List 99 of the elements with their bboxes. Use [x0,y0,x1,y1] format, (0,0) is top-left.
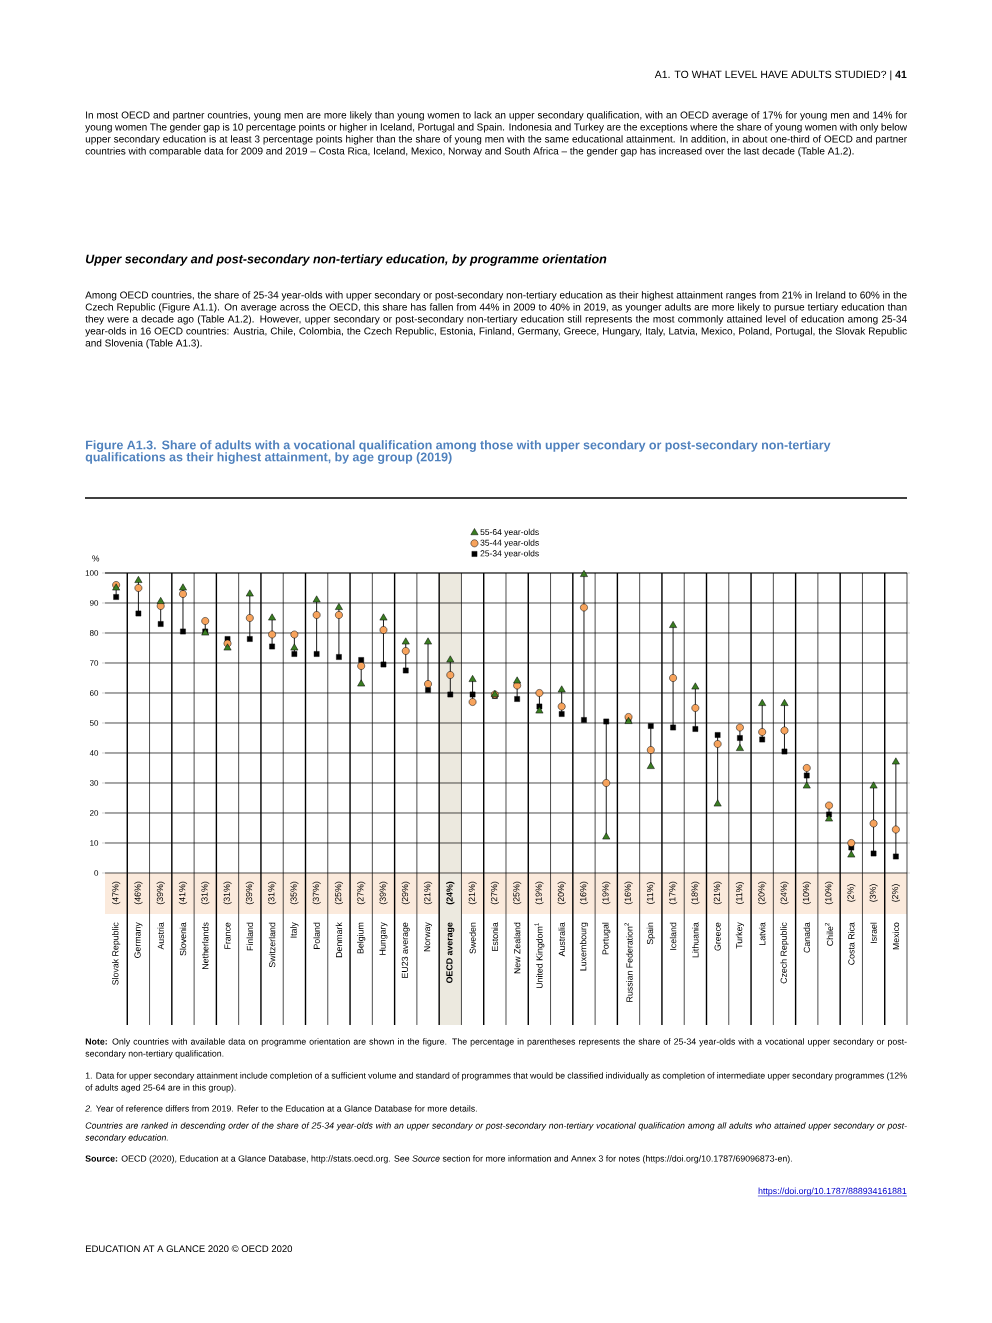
text: (46%) [134,881,143,905]
x-tick-label: Luxembourg [579,922,589,971]
text: (21%) [423,881,433,905]
text: (27%) [357,881,366,905]
text: (10%) [802,881,811,905]
x-tick-label: Israel [870,922,877,943]
x-tick-label: Russian Federation$^{2}$ [624,923,633,1002]
x-tick-label: Denmark [335,922,343,958]
text: (29%) [401,881,410,905]
text: (39%) [245,881,254,905]
text: (2%) [891,884,900,902]
text: Source: OECD (2020), Education at a Glance Database, http://stats.oecd.org. See Source section for more information and Annex 3 for notes (https://doi.org/10.1787/69096873-en). [85,1155,792,1164]
text: Note: Only countries with available data on programme orientation are shown in the figure. The percentage in parentheses represents the share of 25-34 year-olds with a vocational upper secondary or post-secondary non-tertiary qualification. [85,1038,907,1059]
x-tick-label: Estonia [491,922,499,951]
text: In most OECD and partner countries, young men are more likely than young women to lack an upper secondary qualification, with an OECD average of 17% for young men and 14% for young women The gender gap is 10 percentage points or higher in Iceland, Portugal and Spain. Indonesia and Turkey are the exceptions where the share of young women with only below upper secondary education is at least 3 percentage points higher than the share of young men with the same educational attainment. In addition, in about one-third of OECD and partner countries with comparable data for 2009 and 2019 – Costa Rica, Iceland, Mexico, Norway and South Africa – the gender gap has increased over the last decade (Table A1.2). [85,111,908,157]
text: (11%) [735,882,745,904]
x-tick-label: Italy [290,922,299,938]
y-tick-label: 50 [89,720,99,726]
y-tick-label: 40 [89,750,99,756]
text: https://doi.org/10.1787/888934161881 [758,1187,907,1196]
text: (16%) [579,881,589,905]
text: (31%) [223,881,232,905]
y-axis-title: % [92,555,100,562]
x-tick-label: Greece [714,922,721,951]
x-tick-label: France [224,922,231,949]
y-tick-label: 10 [90,840,99,846]
x-tick-label: Chile$^{2}$ [824,923,834,946]
y-tick-label: 70 [89,660,99,666]
text: (3%) [869,884,878,902]
text: (21%) [468,881,477,905]
x-tick-label: Slovenia [179,922,187,956]
legend-label: 25-34 year-olds [480,550,539,559]
y-tick-label: 30 [89,780,99,786]
text: (19%) [602,881,611,905]
text: (31%) [201,881,210,905]
text: (17%) [668,881,678,905]
text: (18%) [691,881,700,905]
text: (16%) [624,881,633,905]
text: (47%) [112,881,121,905]
text: 2. Year of reference differs from 2019. Refer to the Education at a Glance Database for more details. [85,1105,477,1112]
text: (31%) [267,881,277,905]
legend-label: 55-64 year-olds [480,528,539,537]
x-tick-label: Belgium [357,922,366,954]
text: (41%) [178,881,188,905]
text: (25%) [334,881,344,905]
text: (39%) [156,881,165,905]
y-tick-label: 0 [94,870,99,876]
x-tick-label: Netherlands [202,922,209,969]
text: (20%) [557,881,566,905]
text: (24%) [780,881,789,905]
text: (11%) [646,882,655,904]
x-tick-label: Australia [558,922,565,957]
x-tick-label: Germany [134,922,143,958]
legend-label: 35-44 year-olds [480,539,539,548]
x-tick-label: Slovak Republic [112,922,121,985]
text: Upper secondary and post-secondary non-tertiary education, by programme orientation [85,254,607,266]
x-tick-label: Czech Republic [780,922,789,984]
text: (20%) [758,881,767,905]
x-tick-label: Iceland [669,922,677,950]
text: (10%) [824,881,834,905]
x-tick-label: Sweden [469,922,476,954]
x-tick-label: Turkey [735,922,745,949]
x-tick-label: Poland [313,922,320,949]
y-tick-label: 20 [89,810,99,816]
x-tick-label: Costa Rica [848,922,855,965]
text: Among OECD countries, the share of 25-34 year-olds with upper secondary or post-secondary non-tertiary education as their highest attainment ranges from 21% in Ireland to 60% in the Czech Republic (Figure A1.1). On average across the OECD, this share has fallen from 44% in 2009 to 40% in 2019, as younger adults are more likely to pursue tertiary education than they were a decade ago (Table A1.2). However, upper secondary or post-secondary non-tertiary education still represents the most commonly attained level of education among 25-34 year-olds in 16 OECD countries: Austria, Chile, Colombia, the Czech Republic, Estonia, Finland, Germany, Greece, Hungary, Italy, Latvia, Mexico, Poland, Portugal, the Slovak Republic and Slovenia (Table A1.3). [85,291,907,349]
x-tick-label: United Kingdom$^{1}$ [534,923,545,989]
x-tick-label: New Zealand [513,922,521,974]
text: (25%) [513,881,522,905]
text: (21%) [713,881,722,905]
y-tick-label: 90 [89,600,99,606]
x-tick-label: Spain [646,922,655,945]
text: (35%) [290,881,299,905]
chart-title: Figure A1.3. Share of adults with a vocational qualification among those with upper secondary or post-secondary non-tertiary qualifications as their highest attainment, by age group (2019) [85,440,831,464]
text: (19%) [535,881,544,905]
x-tick-label: Finland [246,922,254,951]
text: (2%) [847,884,856,902]
text: (39%) [379,881,388,905]
text: (37%) [312,881,321,905]
y-tick-label: 100 [85,570,99,576]
x-tick-label: Lithuania [692,922,699,958]
text: (27%) [490,881,499,905]
text: Countries are ranked in descending order of the share of 25-34 year-olds with an upper secondary or post-secondary non-tertiary vocational qualification among all adults who attained upper secondary or post-secondary education. [85,1122,907,1143]
text: EDUCATION AT A GLANCE 2020 © OECD 2020 [85,1245,293,1253]
y-tick-label: 80 [89,630,99,636]
x-tick-label: OECD average [446,922,455,983]
x-tick-label: Hungary [379,922,388,955]
x-tick-label: Canada [803,922,810,953]
text: A1. TO WHAT LEVEL HAVE ADULTS STUDIED? | 41 [654,70,907,81]
x-tick-label: Switzerland [268,922,276,968]
x-tick-label: Norway [424,922,432,952]
text: (24%) [446,881,455,905]
x-tick-label: EU23 average [401,922,410,978]
x-tick-label: Mexico [892,922,900,950]
x-tick-label: Austria [157,922,164,950]
y-tick-label: 60 [89,690,99,696]
x-tick-label: Latvia [758,922,766,945]
text: 1. Data for upper secondary attainment include completion of a sufficient volume and standard of programmes that would be classified individually as completion of intermediate upper secondary programmes (12% of adults aged 25-64 are in this group). [85,1072,907,1093]
x-tick-label: Portugal [602,922,611,955]
